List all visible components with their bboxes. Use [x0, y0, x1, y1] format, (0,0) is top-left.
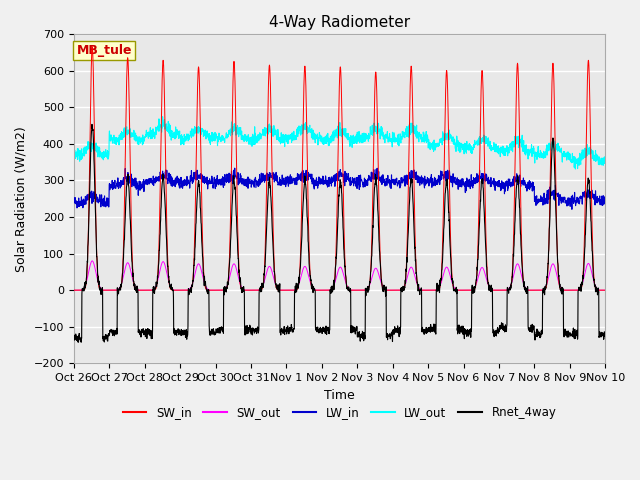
SW_in	[355, 288, 363, 293]
Rnet_4way	[494, 329, 502, 335]
LW_in	[494, 180, 502, 185]
X-axis label: Time: Time	[324, 389, 355, 402]
SW_out	[494, 288, 502, 293]
LW_out	[159, 114, 166, 120]
Line: Rnet_4way: Rnet_4way	[74, 124, 605, 342]
LW_out	[554, 141, 562, 147]
LW_in	[355, 177, 363, 182]
Rnet_4way	[74, 339, 82, 345]
SW_out	[367, 280, 374, 286]
LW_out	[602, 158, 609, 164]
SW_in	[602, 288, 609, 293]
LW_in	[231, 165, 239, 171]
SW_out	[88, 258, 96, 264]
LW_in	[570, 195, 577, 201]
SW_in	[494, 288, 502, 293]
Rnet_4way	[555, 274, 563, 279]
Legend: SW_in, SW_out, LW_in, LW_out, Rnet_4way: SW_in, SW_out, LW_in, LW_out, Rnet_4way	[118, 401, 561, 423]
SW_in	[367, 274, 374, 279]
LW_out	[218, 137, 226, 143]
Rnet_4way	[355, 331, 363, 336]
SW_out	[570, 288, 577, 293]
Title: 4-Way Radiometer: 4-Way Radiometer	[269, 15, 410, 30]
Line: LW_out: LW_out	[74, 117, 605, 169]
LW_out	[367, 124, 374, 130]
SW_out	[218, 288, 226, 293]
Text: MB_tule: MB_tule	[76, 44, 132, 57]
Line: SW_in: SW_in	[74, 47, 605, 290]
SW_in	[218, 288, 226, 293]
SW_out	[602, 288, 609, 293]
Rnet_4way	[367, 269, 374, 275]
SW_out	[355, 288, 363, 293]
LW_out	[494, 147, 502, 153]
LW_out	[355, 132, 363, 138]
LW_in	[602, 196, 609, 202]
LW_out	[70, 155, 77, 161]
Line: SW_out: SW_out	[74, 261, 605, 290]
Line: LW_in: LW_in	[74, 168, 605, 209]
LW_in	[568, 206, 576, 212]
Rnet_4way	[570, 325, 577, 331]
SW_in	[554, 273, 562, 279]
LW_in	[70, 198, 77, 204]
Rnet_4way	[88, 121, 96, 127]
Rnet_4way	[70, 335, 77, 341]
SW_in	[70, 288, 77, 293]
LW_in	[218, 177, 226, 182]
LW_out	[570, 157, 577, 163]
SW_out	[70, 288, 77, 293]
SW_out	[554, 278, 562, 284]
SW_in	[88, 44, 96, 49]
LW_in	[367, 175, 374, 181]
LW_in	[554, 190, 562, 196]
Rnet_4way	[602, 331, 609, 336]
LW_out	[572, 166, 579, 172]
Rnet_4way	[219, 326, 227, 332]
SW_in	[570, 288, 577, 293]
Y-axis label: Solar Radiation (W/m2): Solar Radiation (W/m2)	[15, 126, 28, 272]
